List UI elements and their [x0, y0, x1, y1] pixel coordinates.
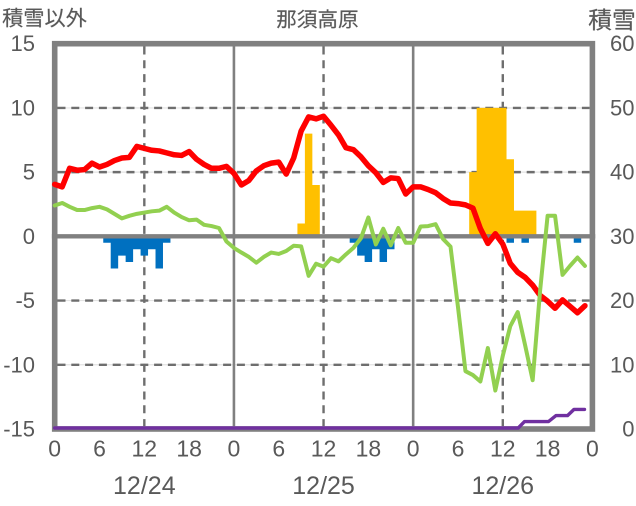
svg-text:18: 18: [176, 436, 202, 462]
svg-text:18: 18: [356, 436, 382, 462]
svg-text:60: 60: [610, 31, 634, 56]
svg-text:12/24: 12/24: [113, 472, 176, 500]
svg-text:5: 5: [23, 160, 35, 185]
svg-text:6: 6: [452, 436, 465, 462]
svg-text:0: 0: [586, 436, 599, 462]
svg-text:12: 12: [490, 436, 516, 462]
svg-text:50: 50: [610, 95, 634, 120]
svg-text:18: 18: [535, 436, 561, 462]
svg-text:6: 6: [93, 436, 106, 462]
svg-text:10: 10: [11, 95, 35, 120]
svg-text:0: 0: [622, 417, 634, 442]
svg-text:20: 20: [610, 288, 634, 313]
svg-text:12: 12: [311, 436, 337, 462]
svg-text:-10: -10: [3, 352, 35, 377]
svg-text:15: 15: [11, 31, 35, 56]
svg-text:0: 0: [228, 436, 241, 462]
svg-text:0: 0: [48, 436, 61, 462]
svg-text:30: 30: [610, 224, 634, 249]
svg-text:6: 6: [272, 436, 285, 462]
svg-text:12/26: 12/26: [472, 472, 535, 500]
svg-text:0: 0: [407, 436, 420, 462]
svg-text:12: 12: [132, 436, 158, 462]
svg-text:-5: -5: [15, 288, 35, 313]
svg-text:10: 10: [610, 352, 634, 377]
svg-text:40: 40: [610, 160, 634, 185]
svg-text:0: 0: [23, 224, 35, 249]
svg-text:12/25: 12/25: [292, 472, 355, 500]
svg-text:-15: -15: [3, 417, 35, 442]
